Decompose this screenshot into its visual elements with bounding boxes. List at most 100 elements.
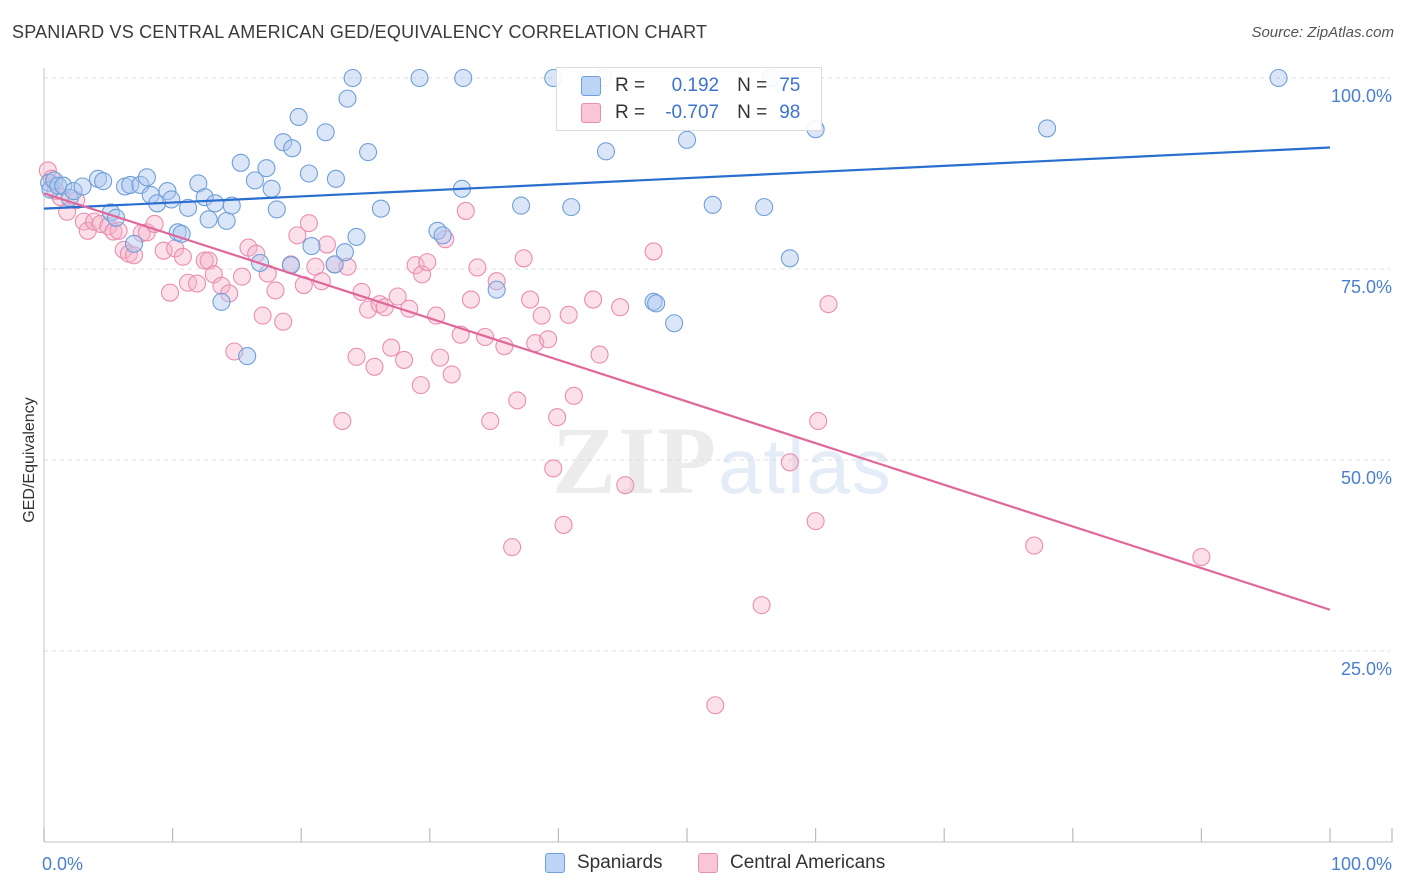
spaniard-point [124, 234, 144, 253]
central-american-point [406, 256, 425, 275]
spaniard-point [371, 199, 390, 218]
spaniard-point [316, 123, 335, 142]
legend-r-value: 0.192 [671, 75, 720, 96]
chart-source: Source: ZipAtlas.com [1251, 24, 1394, 41]
central-american-point [544, 459, 563, 478]
central-american-point [212, 276, 231, 295]
central-american-point [299, 214, 318, 233]
central-american-point [173, 247, 192, 266]
spaniard-point [343, 68, 362, 88]
central-american-point [616, 476, 635, 495]
spaniard-point [231, 153, 250, 172]
central-american-point [288, 226, 307, 245]
legend-n-label: N = [737, 102, 768, 123]
spaniard-point [325, 255, 344, 274]
legend-r-value: -0.707 [665, 102, 720, 123]
central-american-point [1025, 536, 1044, 555]
spaniard-point [238, 347, 257, 366]
central-american-point [365, 357, 384, 376]
spaniard-point [487, 280, 506, 299]
spaniard-point [274, 133, 293, 152]
trend-lines [43, 146, 1331, 611]
spaniard-point [512, 196, 531, 215]
central-american-point [456, 201, 475, 220]
spaniard-point [338, 89, 357, 108]
legend-label-central-americans: Central Americans [730, 852, 886, 873]
central-american-point [590, 345, 609, 364]
spaniard-point [262, 179, 281, 198]
legend-item-central-americans[interactable]: Central Americans [698, 852, 885, 874]
central-american-point [780, 453, 799, 472]
x-tick-label-min: 0.0% [42, 854, 83, 874]
spaniard-point [755, 198, 774, 217]
legend-r-label: R = [615, 75, 646, 96]
legend-swatch-blue [581, 76, 601, 96]
legend-item-spaniards[interactable]: Spaniards [545, 852, 663, 874]
central-american-point [352, 282, 371, 301]
axes [43, 68, 1393, 843]
watermark: ZIPatlas [552, 405, 893, 516]
legend-label-spaniards: Spaniards [577, 852, 663, 873]
legend-row-central-americans: R = -0.707 N = 98 [581, 100, 800, 126]
spaniard-point [1038, 119, 1057, 138]
spaniard-point [780, 249, 799, 268]
watermark-atlas: atlas [718, 422, 893, 510]
central-american-point [418, 253, 437, 272]
spaniard-point [199, 210, 218, 229]
legend-n-value: 75 [779, 75, 801, 96]
central-american-point [521, 290, 540, 309]
central-american-point [274, 312, 293, 331]
central-american-point [809, 411, 828, 431]
spaniard-point [137, 168, 156, 187]
spaniard-point [121, 175, 140, 195]
spaniard-point [596, 142, 616, 161]
spaniard-point [647, 294, 666, 313]
spaniard-point [1269, 68, 1288, 88]
y-tick-label: 100.0% [1331, 86, 1392, 106]
y-tick-label: 25.0% [1341, 659, 1392, 679]
central-american-point [644, 242, 663, 261]
central-american-point [481, 411, 500, 431]
spaniard-point [454, 68, 473, 88]
central-american-point [232, 267, 252, 286]
central-american-point [253, 306, 272, 325]
central-american-point [1192, 547, 1211, 567]
central-american-point [508, 391, 527, 410]
central-american-point [548, 408, 567, 427]
spaniard-point [562, 198, 581, 217]
central-american-point [160, 283, 180, 302]
chart-title: SPANIARD VS CENTRAL AMERICAN GED/EQUIVAL… [12, 22, 708, 42]
spaniard-point [267, 200, 286, 219]
spaniard-point [347, 227, 366, 246]
spaniard-point [677, 130, 697, 149]
correlation-legend: R = 0.192 N = 75 R = -0.707 N = 98 [556, 67, 822, 131]
central-american-point [317, 235, 336, 254]
spaniard-point [217, 211, 236, 230]
central-american-point [752, 596, 771, 615]
spaniard-point [703, 195, 722, 214]
spaniard-point [245, 171, 264, 190]
central-american-point [154, 241, 173, 260]
spaniard-point [212, 292, 231, 311]
central-american-point [584, 290, 603, 309]
central-american-point [611, 298, 630, 317]
spaniard-point [73, 177, 92, 196]
central-american-point [187, 274, 207, 293]
legend-n-label: N = [737, 75, 768, 96]
spaniard-point [335, 243, 354, 262]
central-american-point [195, 251, 214, 270]
x-tick-label-max: 100.0% [1331, 854, 1392, 874]
legend-swatch-pink [698, 853, 718, 873]
central-american-point [806, 512, 825, 531]
legend-r-label: R = [615, 102, 646, 123]
series-central-americans [38, 161, 1211, 715]
central-american-point [382, 338, 401, 357]
spaniard-point [433, 226, 452, 245]
spaniard-point [359, 143, 378, 162]
spaniard-point [162, 190, 181, 209]
central-american-point [564, 386, 583, 405]
central-american-point [266, 281, 285, 300]
spaniard-point [222, 196, 241, 215]
central-american-point [532, 306, 551, 325]
